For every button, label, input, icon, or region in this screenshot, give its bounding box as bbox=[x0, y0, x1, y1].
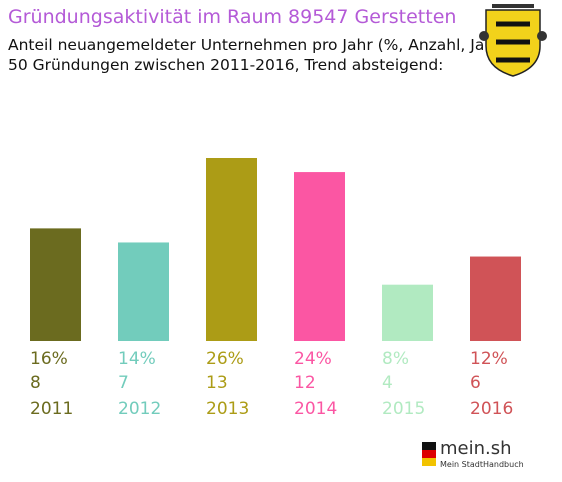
chart-subtitle-line1: Anteil neuangemeldeter Unternehmen pro J… bbox=[8, 36, 507, 54]
bar-2011 bbox=[30, 228, 81, 341]
count-label-2013: 13 bbox=[206, 373, 228, 393]
bar-2016 bbox=[470, 256, 521, 341]
bar-2013 bbox=[206, 158, 257, 341]
germany-map-icon bbox=[422, 442, 436, 466]
year-label-2013: 2013 bbox=[206, 399, 249, 419]
year-label-2012: 2012 bbox=[118, 399, 161, 419]
count-label-2014: 12 bbox=[294, 373, 316, 393]
brand-tagline: Mein StadtHandbuch bbox=[440, 460, 524, 469]
bar-2014 bbox=[294, 172, 345, 341]
percent-label-2012: 14% bbox=[118, 349, 156, 369]
percent-label-2015: 8% bbox=[382, 349, 409, 369]
percent-label-2016: 12% bbox=[470, 349, 508, 369]
percent-label-2014: 24% bbox=[294, 349, 332, 369]
year-label-2015: 2015 bbox=[382, 399, 425, 419]
bar-2015 bbox=[382, 284, 433, 341]
bar-2012 bbox=[118, 242, 169, 341]
percent-label-2013: 26% bbox=[206, 349, 244, 369]
coat-of-arms-icon bbox=[479, 4, 547, 77]
count-label-2016: 6 bbox=[470, 373, 481, 393]
count-label-2011: 8 bbox=[30, 373, 41, 393]
year-label-2014: 2014 bbox=[294, 399, 337, 419]
brand-name: mein.sh bbox=[440, 438, 512, 459]
year-label-2011: 2011 bbox=[30, 399, 73, 419]
year-label-2016: 2016 bbox=[470, 399, 513, 419]
brand-logo: mein.sh Mein StadtHandbuch bbox=[416, 436, 526, 474]
chart-title: Gründungsaktivität im Raum 89547 Gerstet… bbox=[8, 6, 457, 28]
count-label-2012: 7 bbox=[118, 373, 129, 393]
count-label-2015: 4 bbox=[382, 373, 393, 393]
percent-label-2011: 16% bbox=[30, 349, 68, 369]
chart-subtitle-line2: 50 Gründungen zwischen 2011-2016, Trend … bbox=[8, 56, 444, 74]
